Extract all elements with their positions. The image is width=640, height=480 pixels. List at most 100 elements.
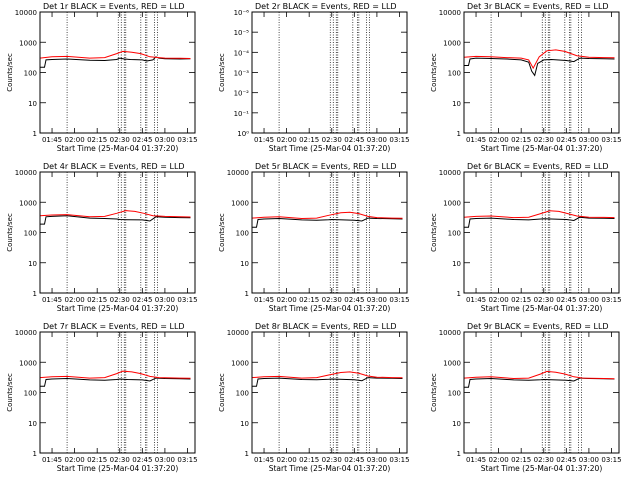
y-tick-label: 10 [240,260,249,268]
y-tick-label: 10 [452,260,461,268]
x-tick-label: 02:15 [511,136,531,144]
chart-panel-7: Det 7r BLACK = Events, RED = LLD 1 10 100 10… [6,322,198,473]
chart-title: Det 8r BLACK = Events, RED = LLD [255,322,397,331]
plot-frame [251,331,408,454]
chart-title: Det 1r BLACK = Events, RED = LLD [43,2,185,11]
series-events [252,377,403,387]
x-tick-label: 03:15 [177,456,197,464]
x-axis-label: Start Time (25-Mar-04 01:37:20) [481,464,603,473]
chart-panel-2: Det 2r BLACK = Events, RED = LLD 10⁰ 10⁻¹ 1… [218,2,410,153]
y-tick-label: 10 [240,420,249,428]
series-lld [463,370,615,380]
x-tick-label: 02:15 [87,136,107,144]
series-events [464,216,615,228]
y-tick-label: 10 [28,260,37,268]
x-axis-label: Start Time (25-Mar-04 01:37:20) [269,304,391,313]
series-lld [463,210,615,219]
x-tick-label: 02:00 [489,296,509,304]
x-tick-label: 02:45 [344,456,364,464]
series-events [40,377,191,387]
y-tick-label: 1 [457,130,461,138]
x-tick-label: 03:00 [367,296,387,304]
plot-frame [463,171,620,294]
x-tick-label: 01:45 [466,136,486,144]
y-tick-label: 1000 [19,39,37,47]
x-tick-label: 02:00 [277,296,297,304]
y-tick-label: 10 [452,100,461,108]
y-tick-label: 10000 [439,169,461,177]
plot-frame [39,331,196,454]
x-tick-label: 01:45 [42,136,62,144]
x-tick-label: 02:30 [110,296,130,304]
x-tick-label: 03:00 [579,456,599,464]
x-tick-label: 02:15 [511,456,531,464]
x-axis-label: Start Time (25-Mar-04 01:37:20) [57,144,179,153]
x-tick-label: 02:30 [534,136,554,144]
x-tick-label: 01:45 [254,456,274,464]
y-tick-label: 1 [457,450,461,458]
y-axis-label: Counts/sec [218,53,226,92]
y-tick-label: 1 [33,130,37,138]
x-tick-label: 03:15 [389,296,409,304]
chart-title: Det 9r BLACK = Events, RED = LLD [467,322,609,331]
x-tick-label: 02:30 [110,136,130,144]
x-tick-label: 03:00 [367,456,387,464]
y-tick-label: 1000 [231,199,249,207]
y-tick-label: 10⁻¹ [234,110,250,118]
y-tick-label: 10⁻² [234,90,250,98]
series-lld [39,370,191,379]
chart-title: Det 5r BLACK = Events, RED = LLD [255,162,397,171]
y-tick-label: 10⁰ [237,130,249,138]
y-tick-label: 100 [24,230,37,238]
y-tick-label: 100 [236,390,249,398]
chart-title: Det 7r BLACK = Events, RED = LLD [43,322,185,331]
plot-frame [251,11,408,134]
y-tick-label: 100 [448,230,461,238]
x-tick-label: 02:00 [277,136,297,144]
series-events [464,57,615,77]
y-tick-label: 1000 [443,359,461,367]
chart-title: Det 3r BLACK = Events, RED = LLD [467,2,609,11]
x-tick-label: 02:45 [132,136,152,144]
chart-title: Det 2r BLACK = Events, RED = LLD [255,2,397,11]
x-axis-label: Start Time (25-Mar-04 01:37:20) [481,144,603,153]
x-axis-label: Start Time (25-Mar-04 01:37:20) [269,144,391,153]
x-tick-label: 02:30 [534,296,554,304]
x-tick-label: 02:45 [132,296,152,304]
x-tick-label: 03:00 [155,296,175,304]
y-tick-label: 100 [24,70,37,78]
x-tick-label: 02:15 [87,296,107,304]
chart-panel-3: Det 3r BLACK = Events, RED = LLD 1 10 100 10… [430,2,622,153]
plot-frame [39,171,196,294]
series-lld [463,49,615,70]
x-tick-label: 02:15 [299,136,319,144]
y-tick-label: 10000 [15,329,37,337]
series-events [252,217,403,228]
x-tick-label: 01:45 [466,296,486,304]
y-tick-label: 1 [33,290,37,298]
y-tick-label: 10 [28,100,37,108]
x-tick-label: 02:00 [489,456,509,464]
y-axis-label: Counts/sec [430,373,438,412]
x-tick-label: 02:15 [511,296,531,304]
chart-title: Det 4r BLACK = Events, RED = LLD [43,162,185,171]
x-tick-label: 03:15 [389,136,409,144]
x-tick-label: 01:45 [254,296,274,304]
x-axis-label: Start Time (25-Mar-04 01:37:20) [269,464,391,473]
y-tick-label: 100 [236,230,249,238]
y-tick-label: 100 [448,70,461,78]
x-tick-label: 02:15 [299,456,319,464]
y-tick-label: 10⁻⁶ [234,9,250,17]
x-tick-label: 02:30 [322,296,342,304]
x-tick-label: 02:45 [556,456,576,464]
y-axis-label: Counts/sec [6,213,14,252]
x-tick-label: 02:15 [87,456,107,464]
x-tick-label: 03:00 [579,136,599,144]
y-axis-label: Counts/sec [6,373,14,412]
x-axis-label: Start Time (25-Mar-04 01:37:20) [57,304,179,313]
chart-panel-1: Det 1r BLACK = Events, RED = LLD 1 10 100 10… [6,2,198,153]
plot-frame [463,331,620,454]
y-axis-label: Counts/sec [218,373,226,412]
y-tick-label: 1 [457,290,461,298]
